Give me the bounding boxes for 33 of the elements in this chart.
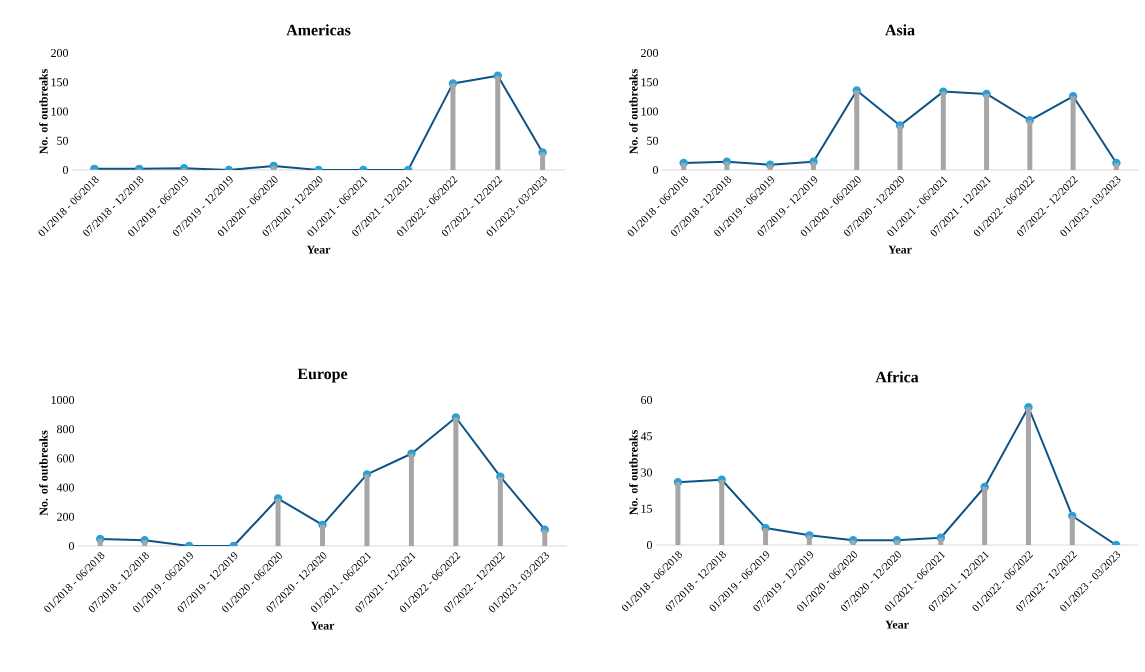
y-tick-label: 600	[57, 454, 75, 463]
y-tick-label: 0	[652, 165, 659, 175]
y-tick-label: 800	[57, 425, 75, 434]
chart-title: Asia	[885, 24, 915, 36]
y-tick-label: 150	[641, 78, 659, 87]
y-tick-label: 1000	[51, 395, 75, 405]
y-tick-label: 0	[646, 540, 653, 550]
y-tick-label: 400	[56, 483, 75, 492]
y-tick-label: 0	[68, 541, 75, 551]
x-axis-title: Year	[885, 620, 909, 629]
y-axis-title: No. of outbreaks	[39, 69, 48, 154]
x-axis-title: Year	[310, 621, 335, 630]
y-axis-title: No. of outbreaks	[629, 430, 638, 515]
x-axis-title: Year	[306, 245, 331, 254]
y-tick-label: 50	[57, 136, 69, 145]
y-tick-label: 150	[51, 78, 69, 87]
y-tick-label: 50	[647, 136, 659, 145]
x-axis-title: Year	[888, 245, 912, 254]
y-tick-label: 100	[641, 107, 659, 116]
y-axis-title: No. of outbreaks	[39, 430, 48, 516]
y-tick-label: 100	[51, 107, 69, 116]
y-tick-label: 200	[57, 512, 75, 521]
y-tick-label: 200	[51, 48, 69, 58]
y-tick-label: 200	[641, 48, 659, 58]
chart-title: Americas	[286, 24, 351, 36]
chart-title: Africa	[875, 371, 919, 383]
y-axis-title: No. of outbreaks	[629, 69, 638, 154]
chart-title: Europe	[297, 368, 348, 383]
y-tick-label: 45	[640, 432, 653, 441]
y-tick-label: 30	[641, 468, 653, 477]
y-tick-label: 15	[641, 504, 653, 513]
y-tick-label: 60	[641, 395, 653, 405]
y-tick-label: 0	[62, 165, 69, 175]
